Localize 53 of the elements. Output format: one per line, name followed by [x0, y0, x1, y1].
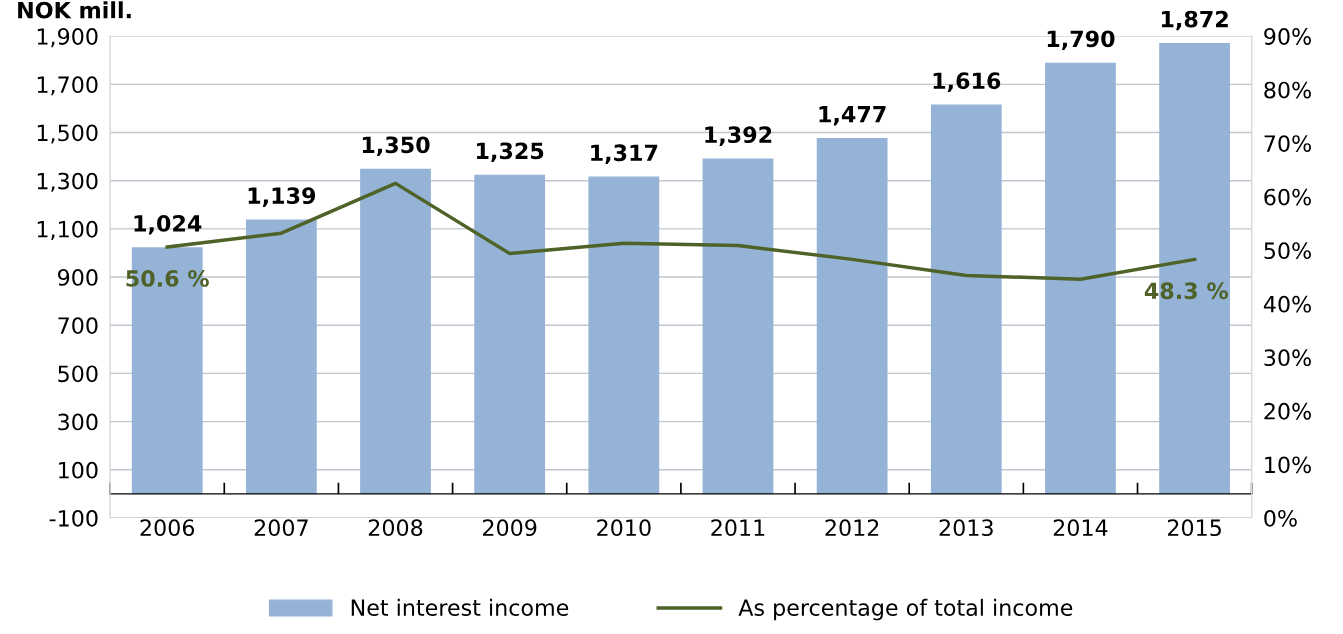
y-tick-label: 500 [58, 365, 98, 383]
bar [1045, 62, 1116, 494]
y-tick-label: 100 [59, 461, 98, 479]
y-tick-label: 300 [58, 413, 98, 431]
data-label: 1,872 [1161, 10, 1228, 31]
data-label: 1,616 [933, 72, 1001, 92]
y-tick-label: 1,100 [37, 220, 98, 240]
data-label: 1,317 [591, 144, 658, 165]
y2-tick-label: 0% [1264, 509, 1297, 527]
bar [816, 138, 888, 494]
legend-label: As percentage of total income [738, 598, 1073, 621]
x-tick-label: 2013 [939, 519, 993, 537]
data-label: 1,477 [819, 106, 886, 126]
bar [245, 219, 317, 494]
y-tick-label: 700 [58, 317, 98, 334]
y-tick-label: 900 [58, 269, 98, 286]
bar [588, 176, 660, 494]
data-label: 1,139 [248, 187, 316, 207]
data-label: 1,790 [1047, 30, 1115, 51]
x-tick-label: 2012 [825, 519, 879, 537]
x-tick-label: 2011 [711, 519, 765, 537]
y2-tick-label: 20% [1264, 402, 1311, 420]
x-tick-label: 2010 [597, 519, 651, 537]
data-label: 1,325 [477, 142, 544, 163]
x-tick-label: 2009 [483, 519, 537, 537]
y2-tick-label: 50% [1264, 242, 1311, 260]
y2-tick-label: 80% [1264, 81, 1311, 99]
y-tick-label: 1,700 [37, 76, 98, 96]
y2-tick-label: 70% [1264, 135, 1311, 152]
bar [930, 104, 1002, 494]
bar [360, 168, 431, 494]
chart-title: NOK mill. [18, 1, 131, 19]
y2-tick-label: 40% [1263, 295, 1311, 313]
y-tick-label: 1,300 [37, 172, 98, 192]
y-tick-label: -100 [49, 509, 98, 527]
bar [474, 174, 546, 494]
x-tick-label: 2015 [1167, 519, 1221, 537]
y2-tick-label: 30% [1264, 349, 1311, 367]
y-tick-label: 1,900 [37, 28, 98, 48]
data-label: 1,350 [362, 136, 430, 157]
x-tick-label: 2007 [254, 519, 308, 537]
bar [702, 158, 774, 494]
legend-label: Net interest income [351, 598, 569, 617]
x-tick-label: 2006 [140, 519, 195, 537]
x-tick-label: 2008 [368, 519, 423, 537]
y2-tick-label: 10% [1265, 456, 1311, 474]
y2-tick-label: 60% [1264, 188, 1311, 206]
y-tick-label: 1,500 [37, 124, 98, 144]
y2-tick-label: 90% [1264, 28, 1311, 45]
data-label: 50.6 % [126, 270, 209, 287]
data-label: 1,024 [134, 214, 202, 235]
x-tick-label: 2014 [1053, 519, 1108, 537]
data-label: 1,392 [705, 126, 772, 146]
